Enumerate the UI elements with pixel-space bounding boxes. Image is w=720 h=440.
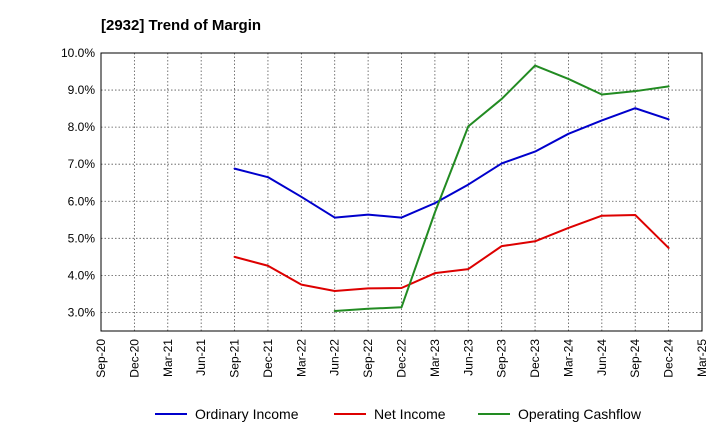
x-tick-label: Mar-25 (695, 339, 709, 377)
y-tick-label: 5.0% (68, 231, 96, 245)
x-tick-label: Dec-23 (528, 339, 542, 378)
y-axis-ticks: 3.0% 4.0% 5.0% 6.0% 7.0% 8.0% 9.0% 10.0% (61, 46, 95, 319)
x-tick-label: Dec-24 (662, 339, 676, 378)
series-line-ordinary-income (233, 107, 670, 219)
x-tick-label: Jun-22 (328, 339, 342, 376)
y-tick-label: 9.0% (68, 83, 96, 97)
x-tick-label: Dec-20 (127, 339, 141, 378)
x-tick-label: Jun-23 (461, 339, 475, 376)
x-tick-label: Sep-20 (94, 339, 108, 378)
y-tick-label: 6.0% (68, 194, 96, 208)
x-tick-label: Jun-21 (194, 339, 208, 376)
y-tick-label: 10.0% (61, 46, 95, 60)
x-tick-label: Sep-23 (495, 339, 509, 378)
grid-layer (101, 53, 702, 331)
legend-label: Operating Cashflow (518, 406, 642, 422)
series-line-net-income (233, 213, 670, 292)
x-tick-label: Dec-21 (261, 339, 275, 378)
x-axis-ticks: Sep-20 Dec-20 Mar-21 Jun-21 Sep-21 Dec-21 Mar-… (94, 339, 709, 378)
y-tick-label: 7.0% (68, 157, 96, 171)
x-tick-label: Mar-23 (428, 339, 442, 377)
y-tick-label: 4.0% (68, 268, 96, 282)
plot-frame (100, 52, 703, 332)
x-tick-label: Sep-24 (628, 339, 642, 378)
legend-label: Net Income (374, 406, 446, 422)
x-tick-label: Mar-22 (294, 339, 308, 377)
x-tick-label: Mar-24 (561, 339, 575, 377)
series-layer (233, 64, 670, 312)
legend: Ordinary Income Net Income Operating Cashf… (155, 406, 642, 422)
series-line-operating-cashflow (333, 64, 670, 312)
chart-title: [2932] Trend of Margin (101, 17, 261, 34)
x-tick-label: Mar-21 (161, 339, 175, 377)
x-tick-label: Dec-22 (395, 339, 409, 378)
x-tick-label: Jun-24 (595, 339, 609, 376)
x-tick-label: Sep-22 (361, 339, 375, 378)
legend-label: Ordinary Income (195, 406, 299, 422)
y-tick-label: 3.0% (68, 305, 96, 319)
y-tick-label: 8.0% (68, 120, 96, 134)
x-tick-label: Sep-21 (228, 339, 242, 378)
